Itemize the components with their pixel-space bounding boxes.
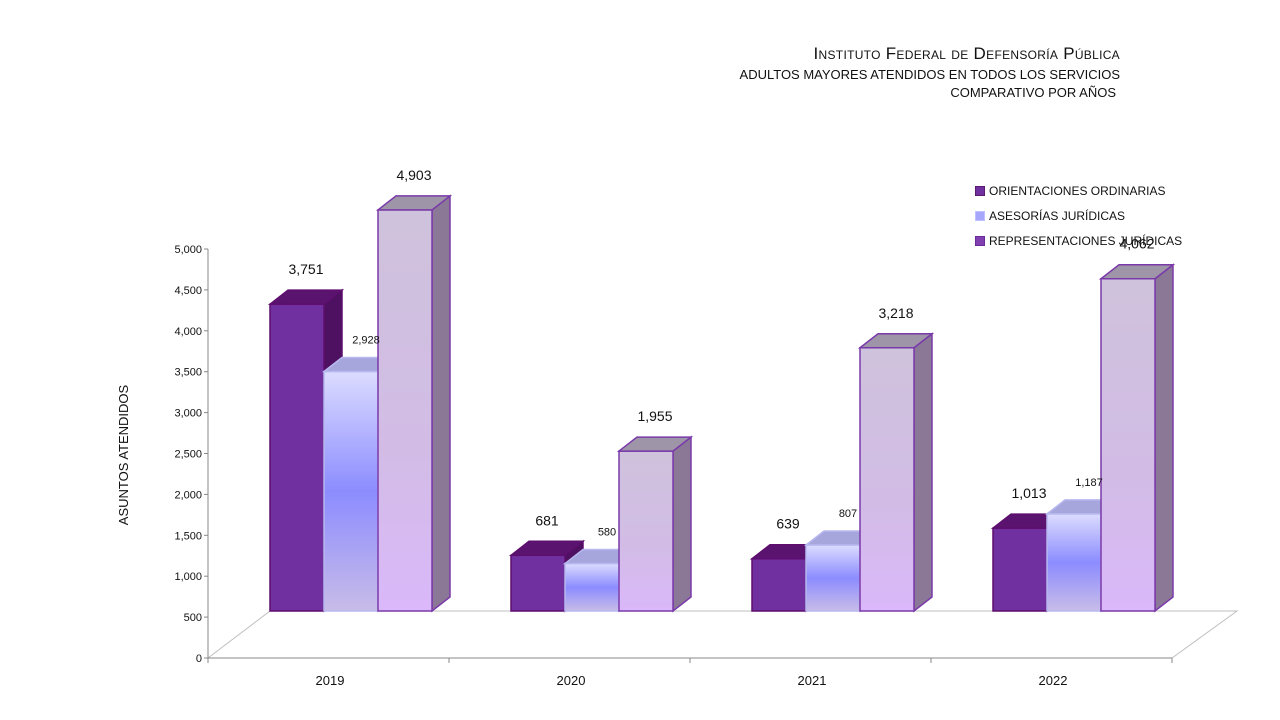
bar-front-asesorias-2022 (1046, 513, 1102, 612)
chart-subtitle: ADULTOS MAYORES ATENDIDOS EN TODOS LOS S… (739, 67, 1120, 82)
data-label-asesorias-2021: 807 (839, 508, 857, 520)
y-axis-label: ASUNTOS ATENDIDOS (116, 384, 131, 525)
legend-label-asesorias: ASESORÍAS JURÍDICAS (989, 208, 1126, 223)
legend: ORIENTACIONES ORDINARIAS ASESORÍAS JURÍD… (975, 178, 1182, 253)
bar-top-orientaciones-2020 (508, 540, 586, 557)
y-tick-label: 2,500 (174, 449, 202, 461)
chart-axes: 0 500 1,000 1,500 2,000 2,500 3,000 3,500 4,000 4… (174, 244, 1173, 688)
chart-subtitle-2: COMPARATIVO POR AÑOS (950, 85, 1116, 100)
y-tick-label: 3,500 (174, 367, 202, 379)
bar-front-orientaciones-2022 (992, 527, 1048, 612)
bar-top-representaciones-2021 (857, 333, 935, 349)
y-tick-label: 500 (184, 612, 202, 624)
bar-orientaciones-2020 (508, 539, 586, 613)
bar-side-representaciones-2021 (913, 332, 933, 613)
bar-front-asesorias-2020 (564, 562, 620, 612)
data-label-orientaciones-2022: 1,013 (1011, 485, 1046, 501)
chart-floor (206, 610, 1239, 659)
legend-item-asesorias: ASESORÍAS JURÍDICAS (975, 203, 1182, 228)
y-tick-label: 5,000 (174, 244, 202, 256)
bar-front-orientaciones-2020 (510, 554, 566, 612)
data-label-asesorias-2022: 1,187 (1075, 477, 1103, 489)
bar-representaciones-2022 (1098, 263, 1176, 613)
bar-representaciones-2020 (616, 435, 694, 613)
y-tick-label: 1,000 (174, 571, 202, 583)
bar-top-representaciones-2022 (1098, 263, 1176, 280)
data-label-representaciones-2021: 3,218 (878, 305, 913, 321)
bar-side-representaciones-2022 (1154, 263, 1174, 613)
chart-title-block: Instituto Federal de Defensoría Pública … (740, 44, 1120, 100)
bar-front-representaciones-2020 (618, 450, 674, 612)
floor-outline (206, 610, 1239, 659)
x-tick-label: 2022 (1039, 673, 1068, 688)
bar-representaciones-2019 (375, 194, 453, 613)
x-tick-label: 2021 (798, 673, 827, 688)
y-tick-label: 3,000 (174, 408, 202, 420)
bar-front-orientaciones-2019 (269, 303, 325, 612)
bar-side-representaciones-2020 (672, 435, 692, 613)
data-label-representaciones-2019: 4,903 (396, 167, 431, 183)
data-label-asesorias-2019: 2,928 (352, 334, 380, 346)
legend-swatch-representaciones (975, 235, 985, 246)
data-label-representaciones-2020: 1,955 (637, 408, 672, 424)
legend-swatch-orientaciones (975, 185, 985, 196)
bar-top-representaciones-2020 (616, 436, 694, 452)
legend-label-orientaciones: ORIENTACIONES ORDINARIAS (989, 183, 1166, 198)
bar-top-orientaciones-2019 (267, 289, 345, 305)
bar-side-representaciones-2019 (431, 194, 451, 613)
bar-representaciones-2021 (857, 332, 935, 613)
x-tick-label: 2019 (316, 673, 345, 688)
data-label-representaciones-2022: 4,062 (1119, 236, 1154, 252)
data-label-orientaciones-2021: 639 (776, 516, 800, 532)
bar-front-asesorias-2021 (805, 544, 861, 612)
y-tick-label: 4,500 (174, 285, 202, 297)
bar-top-representaciones-2019 (375, 195, 453, 211)
chart-title: Instituto Federal de Defensoría Pública (813, 44, 1120, 63)
bar-front-asesorias-2019 (323, 370, 379, 612)
y-tick-label: 0 (196, 653, 202, 665)
legend-item-orientaciones: ORIENTACIONES ORDINARIAS (975, 178, 1182, 203)
y-tick-label: 2,000 (174, 489, 202, 501)
data-label-orientaciones-2020: 681 (535, 512, 559, 528)
bar-front-representaciones-2019 (377, 209, 433, 612)
y-tick-label: 1,500 (174, 530, 202, 542)
bar-front-orientaciones-2021 (751, 557, 807, 612)
legend-item-representaciones: REPRESENTACIONES JURÍDICAS (975, 228, 1182, 253)
y-tick-label: 4,000 (174, 326, 202, 338)
chart-bars (267, 194, 1176, 613)
legend-swatch-asesorias (975, 210, 985, 221)
bar-front-representaciones-2022 (1100, 277, 1156, 612)
legend-label-representaciones: REPRESENTACIONES JURÍDICAS (989, 233, 1183, 248)
x-tick-label: 2020 (557, 673, 586, 688)
data-label-asesorias-2020: 580 (598, 527, 616, 539)
bar-front-representaciones-2021 (859, 347, 915, 612)
chart-labels: 3,751 2,928 4,903 681 580 1,955 639 807 3,218 1,0… (288, 167, 1154, 539)
data-label-orientaciones-2019: 3,751 (288, 261, 323, 277)
